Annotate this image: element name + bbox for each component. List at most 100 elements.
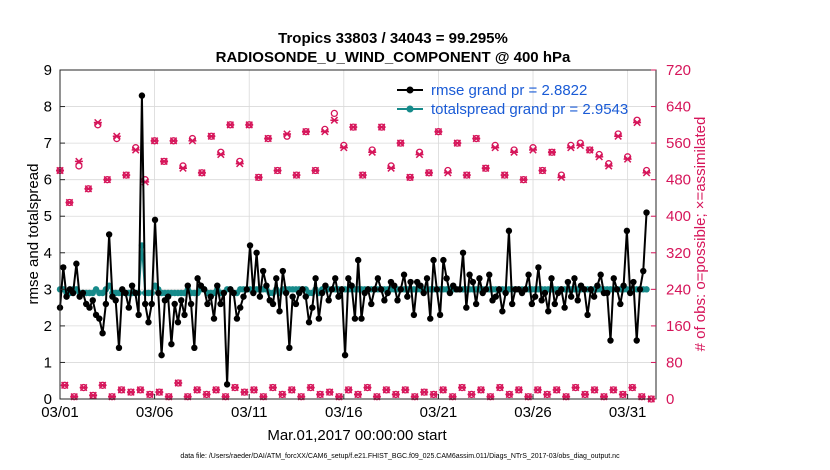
y-left-tick-label: 8 <box>44 99 52 116</box>
obs-assimilated-marker <box>84 185 93 193</box>
y-left-tick-label: 3 <box>44 281 52 298</box>
obs-assimilated-marker <box>226 121 235 129</box>
rmse-point <box>164 293 172 300</box>
obs-count-markers <box>56 109 656 403</box>
obs-assimilated-marker <box>481 164 490 172</box>
rmse-point <box>158 351 165 359</box>
obs-assimilated-marker <box>202 390 211 399</box>
rmse-point <box>558 286 565 293</box>
rmse-point <box>643 209 650 216</box>
obs-assimilated-marker <box>354 390 362 399</box>
rmse-point <box>309 304 316 311</box>
rmse-point <box>351 315 359 322</box>
rmse-point <box>535 264 542 271</box>
rmse-point <box>335 293 342 300</box>
rmse-point <box>237 304 244 311</box>
obs-assimilated-marker <box>178 164 187 172</box>
rmse-point <box>623 227 631 235</box>
rmse-point <box>613 286 621 293</box>
rmse-point <box>187 300 195 308</box>
obs-assimilated-marker <box>467 390 476 399</box>
obs-assimilated-marker <box>543 390 552 399</box>
rmse-point <box>423 275 431 282</box>
obs-assimilated-marker <box>552 386 561 394</box>
obs-assimilated-marker <box>434 127 443 136</box>
obs-assimilated-marker <box>462 171 471 179</box>
rmse-point <box>73 260 80 267</box>
rmse-point <box>508 300 516 308</box>
rmse-point <box>223 381 231 388</box>
obs-assimilated-marker <box>377 123 386 131</box>
rmse-point <box>407 278 414 286</box>
rmse-line <box>59 94 648 386</box>
rmse-point <box>348 282 355 289</box>
rmse-point <box>263 282 270 289</box>
rmse-point <box>325 297 332 304</box>
y-axis-left-ticks: 0 1 2 3 4 5 6 7 8 9 <box>44 62 65 408</box>
obs-assimilated-marker <box>576 141 585 150</box>
obs-assimilated-marker <box>391 390 400 399</box>
rmse-point <box>204 300 211 308</box>
obs-assimilated-marker <box>65 198 74 207</box>
rmse-point <box>410 311 418 319</box>
x-tick-label: 03/26 <box>514 404 552 421</box>
obs-assimilated-marker <box>207 132 216 140</box>
rmse-point <box>499 308 506 315</box>
y-right-tick-label: 720 <box>666 62 691 79</box>
rmse-point <box>200 286 208 293</box>
x-tick-label: 03/16 <box>325 404 363 421</box>
rmse-point <box>492 293 500 300</box>
rmse-point <box>446 289 454 297</box>
rmse-point <box>155 289 162 297</box>
obs-assimilated-marker <box>557 173 566 182</box>
obs-assimilated-marker <box>150 137 159 145</box>
rmse-point <box>184 282 191 289</box>
obs-assimilated-marker <box>122 171 131 179</box>
obs-assimilated-marker <box>439 386 448 394</box>
rmse-point <box>105 231 113 238</box>
obs-assimilated-marker <box>382 386 391 394</box>
obs-assimilated-marker <box>614 132 623 140</box>
rmse-point <box>217 300 224 308</box>
rmse-point <box>394 297 401 304</box>
rmse-point <box>551 300 558 308</box>
rmse-point <box>456 286 463 293</box>
obs-assimilated-marker <box>363 383 372 392</box>
rmse-point <box>571 275 578 282</box>
obs-assimilated-marker <box>406 173 415 182</box>
rmse-point <box>633 337 640 344</box>
rmse-point <box>79 289 87 297</box>
y-right-tick-label: 240 <box>666 281 691 298</box>
rmse-point <box>584 311 591 319</box>
y-left-tick-label: 9 <box>44 62 52 79</box>
y-right-tick-label: 80 <box>666 354 683 371</box>
plot-frame <box>59 69 657 400</box>
obs-assimilated-marker <box>136 386 145 394</box>
obs-assimilated-marker <box>231 383 240 392</box>
rmse-point <box>404 293 411 300</box>
obs-assimilated-marker <box>538 166 547 175</box>
obs-assimilated-marker <box>283 130 292 138</box>
rmse-point <box>171 300 178 308</box>
plot-area <box>60 70 656 399</box>
rmse-point <box>620 282 627 289</box>
legend-label-totalspread: totalspread grand pr = 2.9543 <box>431 101 628 118</box>
rmse-point <box>564 278 572 286</box>
rmse-point <box>233 315 241 322</box>
rmse-point <box>574 297 581 304</box>
rmse-point <box>561 304 568 311</box>
rmse-point <box>587 286 595 293</box>
rmse-point <box>341 351 349 359</box>
rmse-point <box>60 264 67 271</box>
rmse-point <box>318 289 326 297</box>
rmse-point <box>466 271 473 278</box>
obs-assimilated-marker <box>278 390 287 399</box>
rmse-point <box>151 216 159 224</box>
obs-assimilated-marker <box>349 123 358 131</box>
obs-assimilated-marker <box>245 121 254 129</box>
rmse-point <box>86 304 93 311</box>
legend-label-rmse: rmse grand pr = 2.8822 <box>431 82 587 99</box>
legend-marker-totalspread <box>406 105 414 113</box>
rmse-point <box>495 286 503 293</box>
y-left-tick-label: 2 <box>44 318 52 335</box>
